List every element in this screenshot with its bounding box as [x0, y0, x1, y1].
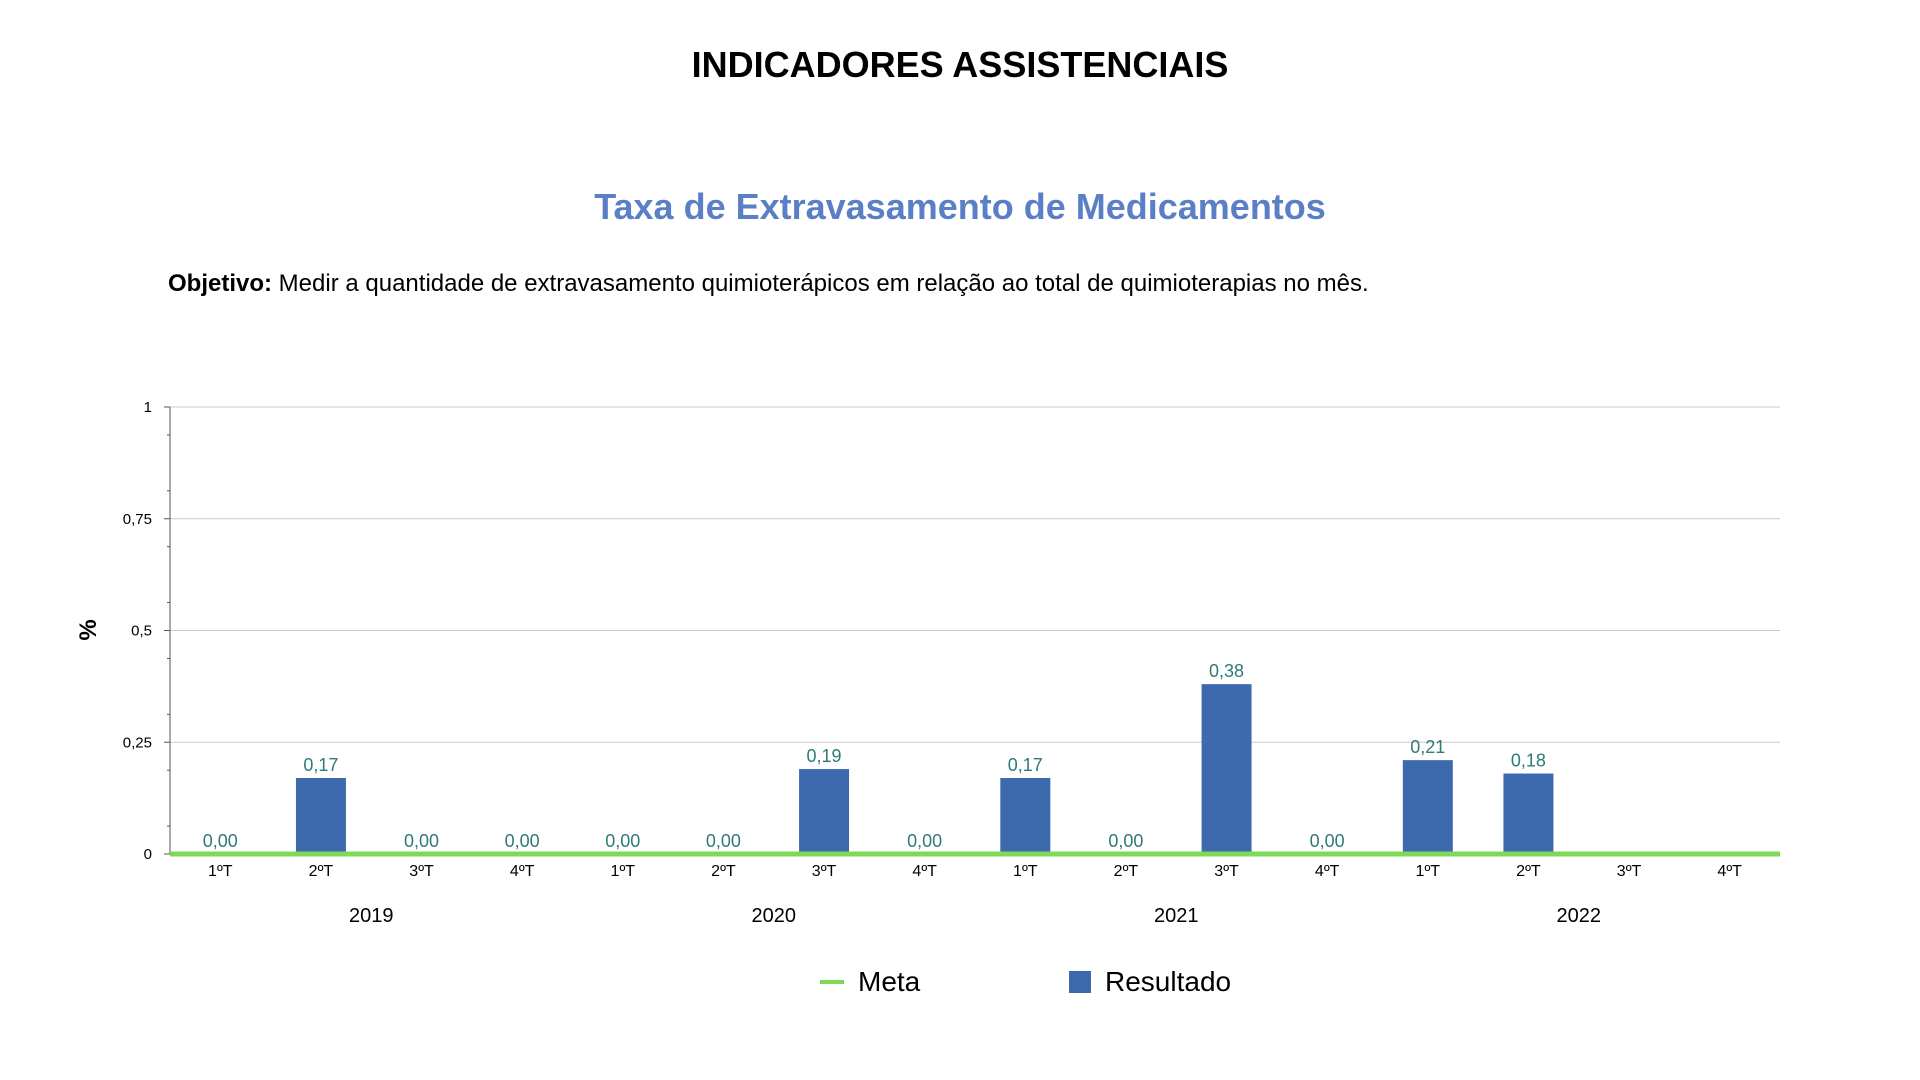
chart-legend: Meta Resultado	[0, 966, 1920, 1006]
page-title: INDICADORES ASSISTENCIAIS	[691, 44, 1229, 85]
legend-item-resultado: Resultado	[1069, 966, 1231, 998]
x-tick-label: 3ºT	[1214, 863, 1239, 880]
data-label: 0,00	[907, 831, 942, 851]
y-axis-label: %	[75, 619, 102, 640]
data-label: 0,38	[1209, 661, 1244, 681]
year-group-label: 2019	[349, 905, 394, 927]
x-tick-label: 4ºT	[912, 863, 937, 880]
x-tick-label: 1ºT	[611, 863, 636, 880]
x-tick-label: 3ºT	[812, 863, 837, 880]
x-tick-label: 3ºT	[1617, 863, 1642, 880]
x-tick-label: 2ºT	[711, 863, 736, 880]
data-label: 0,00	[203, 831, 238, 851]
x-tick-label: 4ºT	[1315, 863, 1340, 880]
data-label: 0,00	[706, 831, 741, 851]
x-tick-label: 2ºT	[1516, 863, 1541, 880]
year-group-label: 2022	[1557, 905, 1602, 927]
x-tick-label: 4ºT	[510, 863, 535, 880]
bar	[1503, 773, 1554, 854]
data-label: 0,00	[505, 831, 540, 851]
x-tick-label: 4ºT	[1717, 863, 1742, 880]
x-tick-label: 3ºT	[409, 863, 434, 880]
meta-line-swatch	[820, 980, 844, 984]
data-label: 0,00	[1108, 831, 1143, 851]
objective-description: Medir a quantidade de extravasamento qui…	[272, 270, 1369, 297]
data-label: 0,18	[1511, 751, 1546, 771]
chart-title: Taxa de Extravasamento de Medicamentos	[594, 186, 1326, 227]
y-tick-label: 0,25	[123, 734, 152, 751]
x-tick-label: 1ºT	[208, 863, 233, 880]
legend-label-resultado: Resultado	[1105, 966, 1232, 997]
data-label: 0,17	[303, 755, 338, 775]
y-tick-label: 0,75	[123, 511, 152, 528]
data-label: 0,21	[1410, 737, 1445, 757]
x-tick-label: 1ºT	[1416, 863, 1441, 880]
x-tick-label: 2ºT	[309, 863, 334, 880]
bar	[1402, 760, 1453, 854]
objective-label: Objetivo:	[168, 270, 273, 297]
objective-text: Objetivo: Medir a quantidade de extravas…	[168, 270, 1369, 298]
x-tick-label: 2ºT	[1114, 863, 1139, 880]
data-label: 0,19	[807, 746, 842, 766]
bar	[1000, 778, 1051, 854]
legend-label-meta: Meta	[858, 966, 921, 997]
bar	[295, 778, 346, 854]
data-label: 0,17	[1008, 755, 1043, 775]
y-tick-label: 0	[144, 846, 152, 863]
bar	[1201, 684, 1252, 854]
y-tick-label: 0,5	[131, 623, 152, 640]
legend-item-meta: Meta	[820, 966, 920, 998]
year-group-label: 2021	[1154, 905, 1199, 927]
y-tick-label: 1	[144, 399, 152, 416]
data-label: 0,00	[404, 831, 439, 851]
year-group-label: 2020	[752, 905, 797, 927]
data-label: 0,00	[605, 831, 640, 851]
data-label: 0,00	[1310, 831, 1345, 851]
resultado-bar-swatch	[1069, 971, 1091, 993]
x-tick-label: 1ºT	[1013, 863, 1038, 880]
bar	[799, 769, 850, 854]
